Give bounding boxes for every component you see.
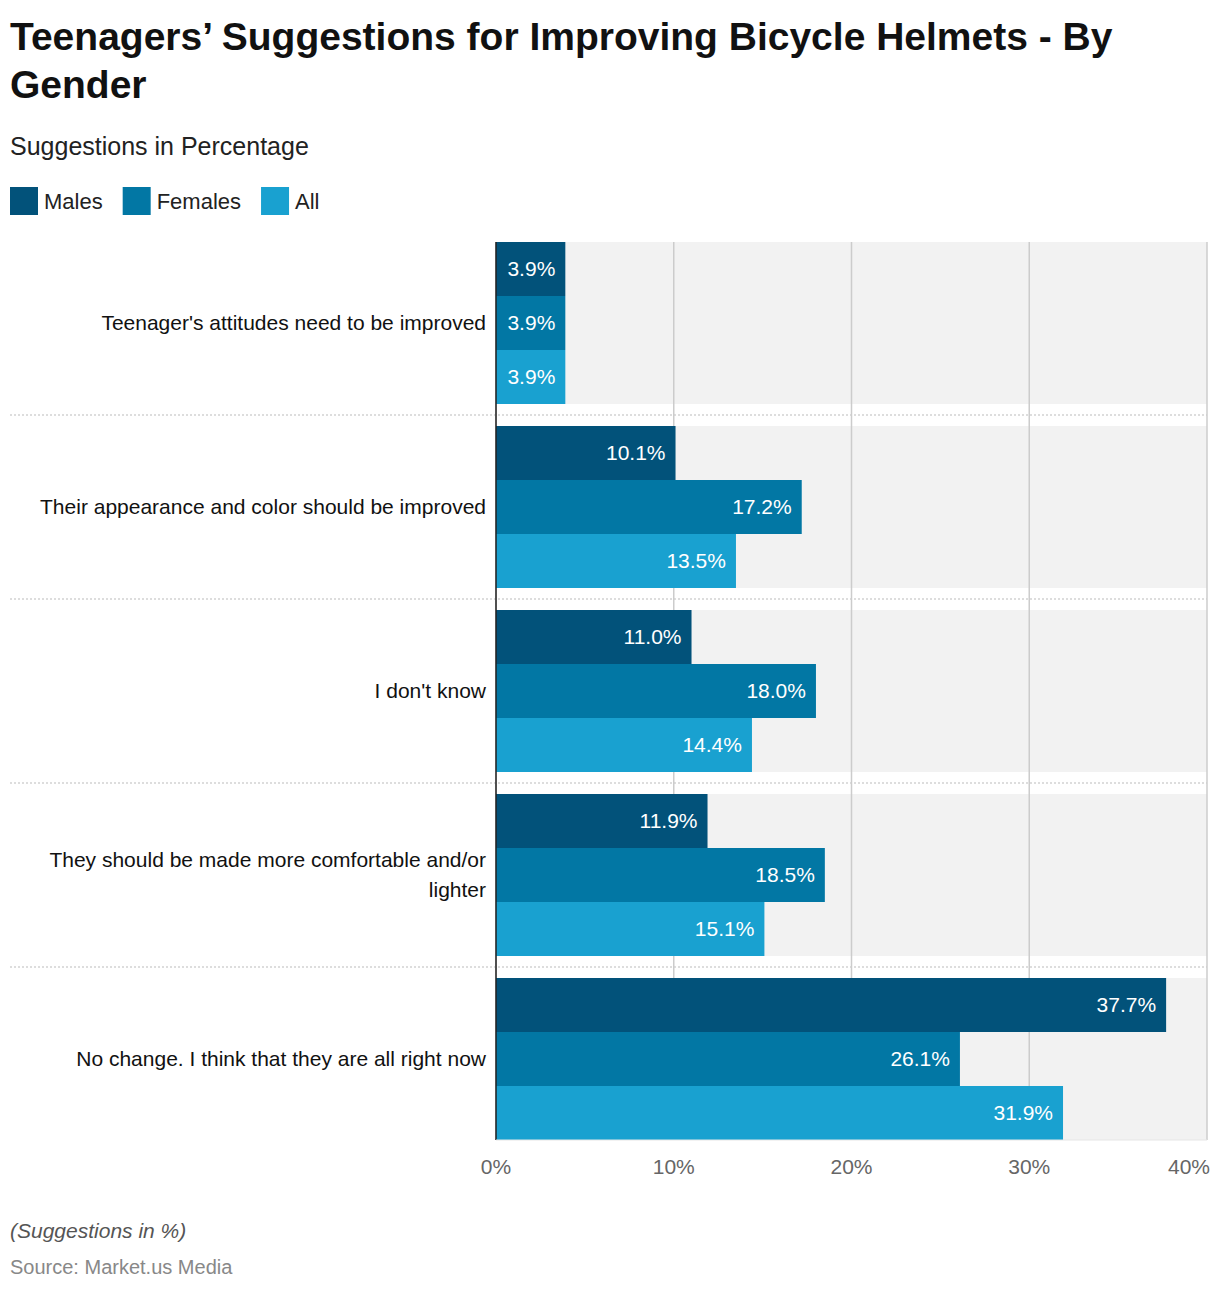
bar (496, 242, 565, 296)
bars (496, 242, 1166, 1140)
bands (10, 242, 1207, 1140)
category-label: I don't know (375, 679, 487, 702)
category-label: Teenager's attitudes need to be improved (101, 311, 486, 334)
data-label: 17.2% (732, 495, 792, 518)
bar (496, 664, 816, 718)
data-label: 37.7% (1097, 993, 1157, 1016)
bar (496, 534, 736, 588)
caption: (Suggestions in %) (10, 1219, 186, 1242)
tick-label: 30% (1008, 1155, 1050, 1178)
tick-label: 40% (1168, 1155, 1210, 1178)
legend-label: Females (157, 189, 241, 214)
bar (496, 1032, 960, 1086)
bar (496, 426, 676, 480)
data-label: 18.5% (755, 863, 815, 886)
category-label: They should be made more comfortable and… (49, 848, 486, 901)
bar (496, 902, 764, 956)
legend-label: Males (44, 189, 103, 214)
bar (496, 610, 692, 664)
data-label: 26.1% (890, 1047, 950, 1070)
axis-line (495, 242, 497, 1140)
data-label: 18.0% (746, 679, 806, 702)
separator (10, 966, 1207, 967)
background (0, 0, 1220, 1292)
data-labels: 3.9% 3.9% 3.9% 10.1% 17.2% 13.5% 11.0% 18.0% 14.… (507, 257, 1156, 1124)
legend: Males Females All (10, 187, 319, 215)
separator (10, 598, 1207, 599)
bar (496, 1086, 1063, 1140)
data-label: 13.5% (666, 549, 726, 572)
data-label: 3.9% (507, 365, 555, 388)
tick-label: 10% (653, 1155, 695, 1178)
separator (10, 782, 1207, 783)
category-band (496, 978, 1207, 1140)
grid-line (495, 242, 497, 1140)
grid (496, 242, 1207, 1140)
legend-swatch (123, 187, 151, 215)
data-label: 31.9% (993, 1101, 1053, 1124)
grid-line (1206, 242, 1208, 1140)
separator (10, 414, 1207, 415)
data-label: 10.1% (606, 441, 666, 464)
source: Source: Market.us Media (10, 1256, 233, 1278)
data-label: 3.9% (507, 311, 555, 334)
bar (496, 848, 825, 902)
legend-swatch (261, 187, 289, 215)
bar (496, 480, 802, 534)
legend-swatch (10, 187, 38, 215)
data-label: 11.9% (640, 809, 698, 832)
bar (496, 794, 708, 848)
data-label: 14.4% (682, 733, 742, 756)
category-label: No change. I think that they are all rig… (76, 1047, 487, 1070)
legend-label: All (295, 189, 319, 214)
data-label: 11.0% (624, 625, 682, 648)
data-label: 15.1% (695, 917, 755, 940)
bar (496, 296, 565, 350)
tick-label: 0% (481, 1155, 511, 1178)
bar (496, 978, 1166, 1032)
title: Teenagers’ Suggestions for Improving Bic… (10, 15, 1113, 106)
bar (496, 718, 752, 772)
data-label: 3.9% (507, 257, 555, 280)
category-label: Their appearance and color should be imp… (40, 495, 486, 518)
chart: Teenagers’ Suggestions for Improving Bic… (0, 0, 1220, 1292)
bar (496, 350, 565, 404)
x-axis-line (496, 1140, 1207, 1141)
tick-label: 20% (830, 1155, 872, 1178)
subtitle: Suggestions in Percentage (10, 132, 309, 160)
